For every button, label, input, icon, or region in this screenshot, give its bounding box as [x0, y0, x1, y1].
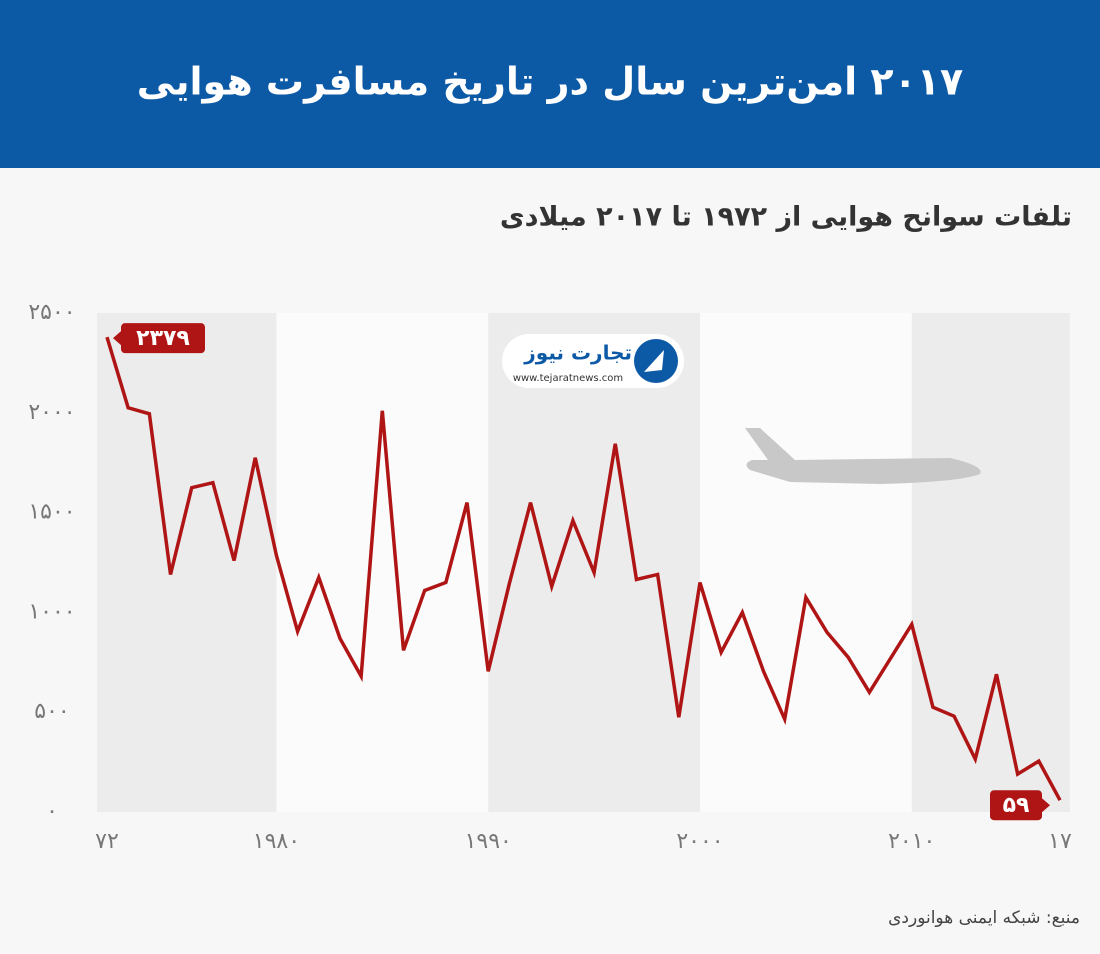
- plot: ۰ ۵۰۰ ۱۰۰۰ ۱۵۰۰ ۲۰۰۰ ۲۵۰۰ ۷۲ ۱۹۸۰ ۱۹۹۰ ۲۰۰۰ ۲۰۱۰ ۱۷…: [28, 300, 1072, 854]
- value-label: ۵۹: [1003, 793, 1030, 818]
- x-tick-label: ۱۹۹۰: [465, 829, 512, 854]
- airplane: [745, 428, 981, 484]
- logo-bg: [502, 334, 684, 388]
- x-tick-label: ۱۷: [1048, 829, 1072, 854]
- header-title: ۲۰۱۷ امن‌ترین سال در تاریخ مسافرت هوایی: [137, 60, 963, 104]
- band: [97, 313, 277, 812]
- band: [911, 313, 1070, 812]
- value-label-pointer: [113, 331, 121, 346]
- value-label-pointer: [1042, 798, 1050, 813]
- logo-text: تجارت نیوز: [523, 341, 632, 365]
- logo-url: www.tejaratnews.com: [513, 373, 623, 384]
- header: [0, 0, 1100, 168]
- logo-arrow: [644, 350, 664, 372]
- value-label-bg: [121, 323, 205, 354]
- source: منبع: شبکه ایمنی هوانوردی: [888, 908, 1080, 928]
- y-tick-label: ۵۰۰: [34, 699, 69, 724]
- value-label-bg: [990, 790, 1042, 821]
- logo: تجارت نیوز www.tejaratnews.com: [502, 334, 684, 388]
- y-tick-label: ۱۰۰۰: [28, 599, 75, 624]
- y-tick-label: ۲۰۰۰: [28, 400, 75, 425]
- line: [105, 336, 1062, 802]
- y-tick-label: ۱۵۰۰: [28, 500, 75, 525]
- x-tick-label: ۲۰۰۰: [676, 829, 723, 854]
- x-tick-label: ۲۰۱۰: [888, 829, 935, 854]
- x-tick-label: ۱۹۸۰: [253, 829, 300, 854]
- chart-title: تلفات سوانح هوایی از ۱۹۷۲ تا ۲۰۱۷ میلادی: [500, 202, 1072, 233]
- value-label: ۲۳۷۹: [136, 326, 190, 351]
- y-tick-label: ۲۵۰۰: [28, 300, 75, 325]
- y-tick-label: ۰: [46, 799, 58, 824]
- x-tick-label: ۷۲: [95, 829, 119, 854]
